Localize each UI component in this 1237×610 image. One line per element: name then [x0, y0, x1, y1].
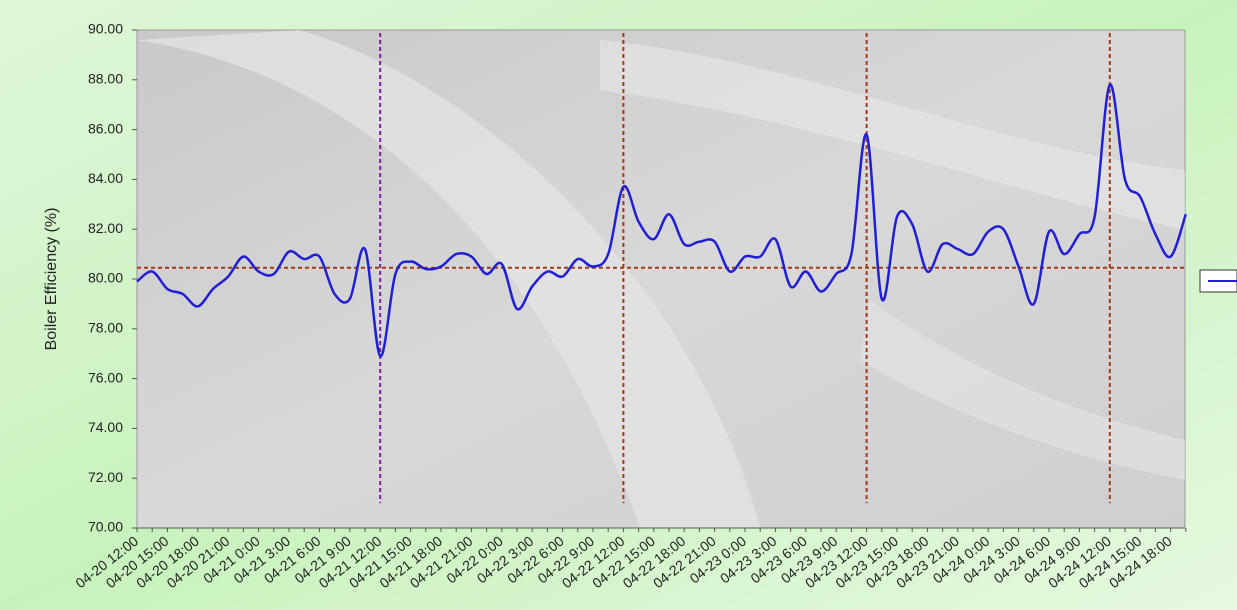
y-tick-label: 86.00: [88, 120, 123, 136]
y-tick-label: 84.00: [88, 170, 123, 186]
y-tick-label: 72.00: [88, 469, 123, 485]
y-axis-label: Boiler Efficiency (%): [43, 208, 60, 351]
y-tick-label: 78.00: [88, 320, 123, 336]
chart: Boiler Efficiency (%) 70.00 72.00 74.00 76.…: [0, 0, 1237, 610]
y-tick-label: 74.00: [88, 419, 123, 435]
y-tick-label: 70.00: [88, 519, 123, 535]
y-tick-label: 80.00: [88, 270, 123, 286]
y-tick-label: 76.00: [88, 369, 123, 385]
y-tick-label: 82.00: [88, 220, 123, 236]
y-tick-label: 90.00: [88, 21, 123, 37]
y-tick-label: 88.00: [88, 71, 123, 87]
